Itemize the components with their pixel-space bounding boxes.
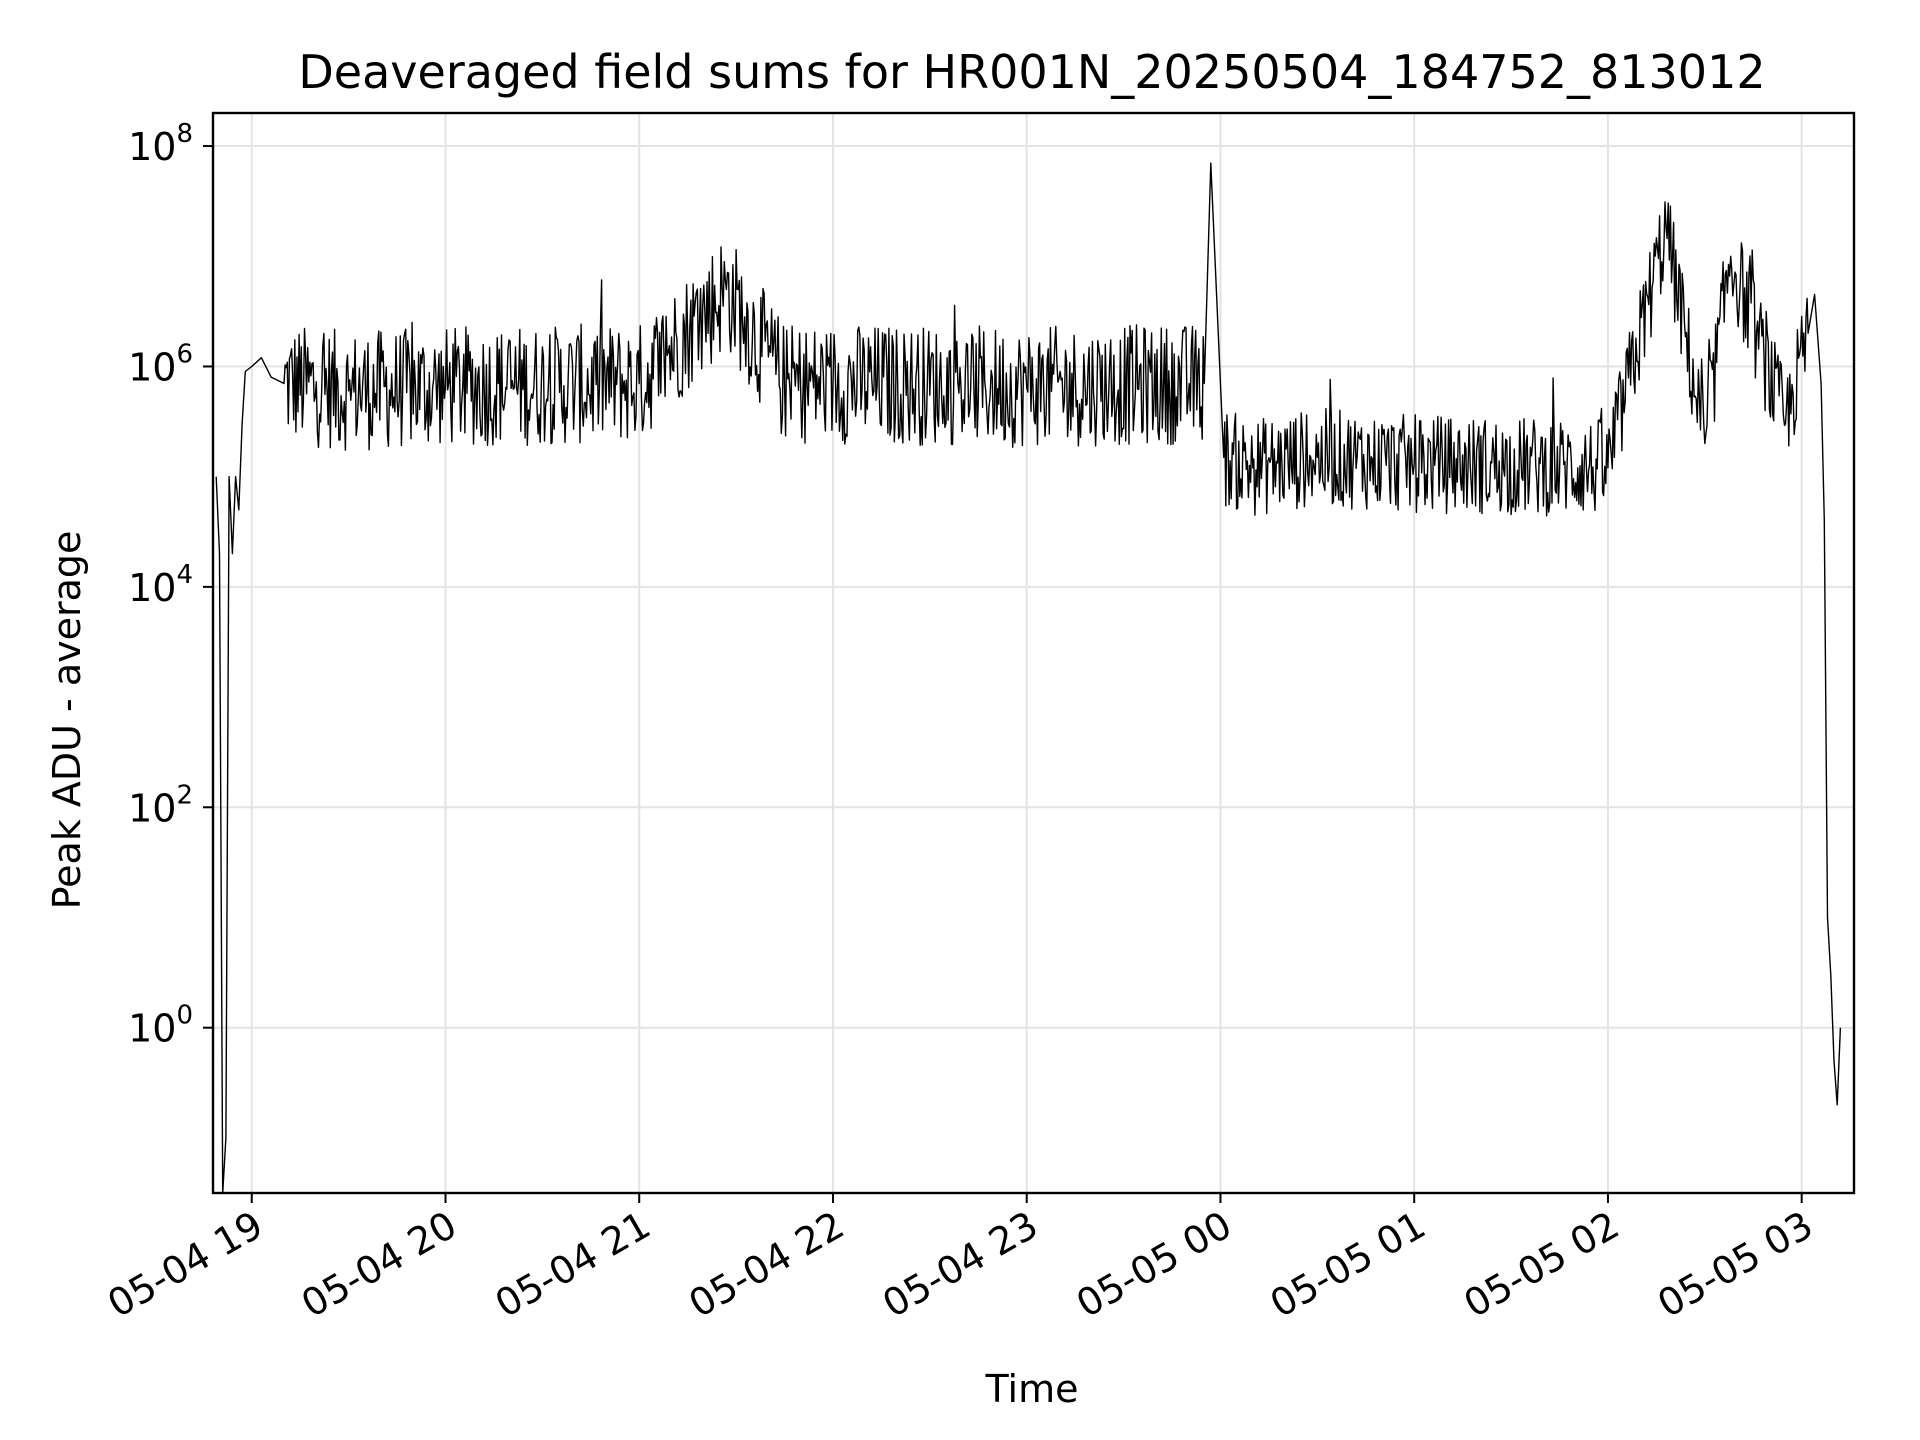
x-tick-label: 05-04 19	[100, 1203, 270, 1327]
y-tick-label: 100	[128, 1001, 193, 1051]
chart-title: Deaveraged field sums for HR001N_2025050…	[298, 45, 1765, 99]
x-tick-label: 05-04 22	[682, 1203, 852, 1327]
y-tick-label: 108	[128, 119, 193, 169]
y-tick-label: 102	[128, 780, 193, 830]
x-tick-label: 05-04 21	[488, 1203, 658, 1327]
y-axis-label: Peak ADU - average	[45, 531, 89, 910]
x-tick-label: 05-04 23	[875, 1203, 1045, 1327]
x-tick-label: 05-04 20	[294, 1203, 464, 1327]
x-tick-label: 05-05 00	[1069, 1203, 1239, 1327]
x-axis: 05-04 19 05-04 20 05-04 21 05-04 22 05-04 23…	[100, 1193, 1820, 1326]
y-tick-label: 104	[128, 560, 193, 610]
y-axis: 100 102 104 106 108	[128, 119, 213, 1051]
grid	[213, 113, 1854, 1193]
x-tick-label: 05-05 01	[1263, 1203, 1433, 1327]
series-line	[215, 162, 1842, 1194]
x-tick-label: 05-05 03	[1650, 1203, 1820, 1327]
x-tick-label: 05-05 02	[1456, 1203, 1626, 1327]
y-tick-label: 106	[128, 339, 193, 389]
plot-frame	[211, 111, 1856, 1195]
x-axis-label: Time	[985, 1367, 1079, 1411]
plot-line	[215, 162, 1842, 1194]
